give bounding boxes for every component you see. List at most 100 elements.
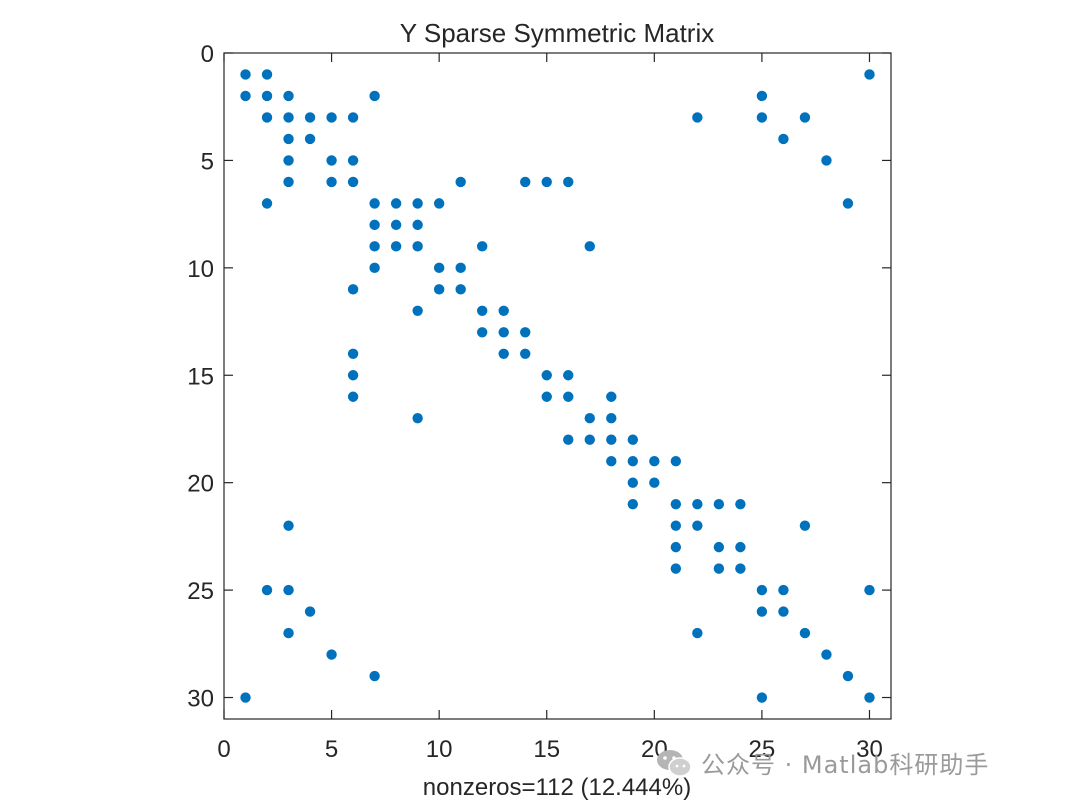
nonzero-point [692,112,703,123]
nonzero-point [563,434,574,445]
nonzero-point [326,112,337,123]
nonzero-point [326,155,337,166]
nonzero-point [412,219,423,231]
y-tick-label: 25 [187,578,214,605]
nonzero-point [756,112,768,123]
nonzero-point [369,670,380,682]
nonzero-point [369,262,380,274]
nonzero-point [455,262,466,274]
nonzero-point [390,219,402,231]
nonzero-point [498,305,509,317]
nonzero-point [842,198,854,209]
nonzero-point [606,455,617,467]
nonzero-point [649,455,660,467]
nonzero-point [627,434,639,445]
nonzero-point [283,520,294,531]
nonzero-point [713,498,725,510]
nonzero-point [584,241,595,252]
nonzero-point [627,477,639,488]
nonzero-point [283,584,294,596]
nonzero-point [713,541,725,553]
nonzero-point [283,133,294,145]
nonzero-point [606,434,617,445]
nonzero-point [670,563,682,574]
nonzero-point [283,176,294,188]
nonzero-point [606,413,617,424]
nonzero-point [692,520,703,531]
nonzero-point [240,69,251,80]
x-tick-label: 5 [325,736,338,763]
nonzero-point [563,176,574,188]
y-tick-label: 10 [187,256,214,283]
nonzero-point [347,112,359,123]
nonzero-point [713,563,725,574]
nonzero-point [670,498,682,510]
nonzero-point [347,284,359,295]
nonzero-point [347,155,359,166]
nonzero-point [455,284,466,295]
nonzero-point [369,219,380,231]
nonzero-point [627,455,639,467]
nonzero-point [799,627,811,639]
nonzero-point [864,69,875,80]
nonzero-point [390,241,402,252]
nonzero-point [369,90,380,102]
nonzero-point [326,649,337,660]
nonzero-point [390,198,402,209]
nonzero-point [563,391,574,402]
watermark: 公众号 · Matlab科研助手 [655,745,989,780]
nonzero-point [520,327,531,338]
y-axis: 0 5 10 15 20 25 30 [187,41,891,713]
chart-title: Y Sparse Symmetric Matrix [400,18,714,48]
nonzero-point [821,649,832,660]
nonzero-point [476,241,488,252]
plot-area [223,52,892,720]
nonzero-point [304,112,316,123]
nonzero-point [842,670,854,682]
x-axis-label: nonzeros=112 (12.444%) [423,774,691,801]
nonzero-point [412,241,423,252]
x-axis: 0 5 10 15 20 25 30 [217,53,883,763]
x-tick-label: 15 [533,736,560,763]
nonzero-point [261,112,273,123]
nonzero-point [304,133,316,145]
nonzero-point [455,176,466,188]
nonzero-point [347,348,359,359]
nonzero-point [240,90,251,102]
nonzero-point [498,348,509,359]
nonzero-point [541,176,552,188]
nonzero-point [541,391,552,402]
nonzero-point [670,455,682,467]
y-tick-label: 5 [201,148,214,175]
nonzero-point [756,606,768,617]
nonzero-point [778,606,789,617]
nonzero-point [520,348,531,359]
nonzero-point [864,692,875,703]
nonzero-point [261,69,273,80]
nonzero-point [347,370,359,381]
nonzero-point [240,692,251,703]
nonzero-point [326,176,337,188]
nonzero-point [627,498,639,510]
nonzero-point [735,498,746,510]
nonzero-point [799,112,811,123]
nonzero-point [735,541,746,553]
nonzero-point [412,305,423,317]
nonzero-point [476,305,488,317]
watermark-text: 公众号 · Matlab科研助手 [701,751,990,779]
nonzero-point [520,176,531,188]
y-tick-label: 15 [187,363,214,390]
nonzero-point [261,90,273,102]
y-tick-label: 30 [187,686,214,713]
wechat-icon [657,749,692,777]
nonzero-point [369,241,380,252]
nonzero-point [433,284,445,295]
nonzero-point [756,90,768,102]
nonzero-point [821,155,832,166]
nonzero-point [692,498,703,510]
nonzero-point [670,541,682,553]
nonzero-point [735,563,746,574]
nonzero-point [412,413,423,424]
x-tick-label: 0 [217,736,230,763]
